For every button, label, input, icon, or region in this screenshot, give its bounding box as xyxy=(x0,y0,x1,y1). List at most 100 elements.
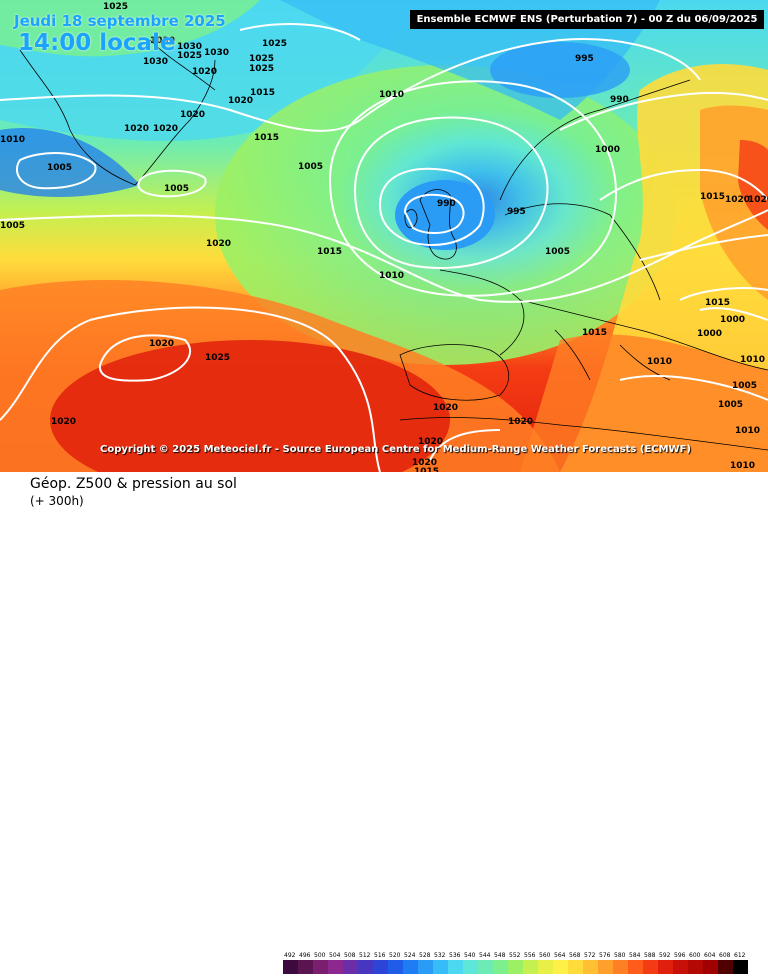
coastlines xyxy=(19,39,768,451)
legend-swatch xyxy=(703,960,718,974)
legend-tick-label: 508 xyxy=(344,952,356,959)
z500-azores-high xyxy=(50,340,450,472)
legend-swatch xyxy=(733,960,748,974)
legend-swatch xyxy=(628,960,643,974)
legend-tick-label: 584 xyxy=(629,952,641,959)
forecast-date: Jeudi 18 septembre 2025 xyxy=(14,12,226,30)
isobar-label: 1020 xyxy=(153,124,178,134)
legend-swatch xyxy=(448,960,463,974)
isobar-label: 1025 xyxy=(177,51,202,61)
isobar-label: 1020 xyxy=(418,437,443,447)
legend-swatch xyxy=(598,960,613,974)
legend-tick-label: 560 xyxy=(539,952,551,959)
forecast-time: 14:00 locale xyxy=(18,30,176,56)
legend-tick-label: 600 xyxy=(689,952,701,959)
isobar-label: 1025 xyxy=(249,64,274,74)
isobar-label: 1005 xyxy=(47,163,72,173)
isobars xyxy=(0,23,768,472)
isobar-label: 990 xyxy=(437,199,456,209)
legend-swatch xyxy=(688,960,703,974)
isobar-label: 1005 xyxy=(732,381,757,391)
map-canvas: 1025 1030 1030 1030 1030 1025 1020 1025 … xyxy=(0,0,768,472)
isobar-labels: 1025 1030 1030 1030 1030 1025 1020 1025 … xyxy=(0,2,768,472)
isobar-label: 1010 xyxy=(379,90,404,100)
isobar-label: 1020 xyxy=(180,110,205,120)
legend-tick-label: 528 xyxy=(419,952,431,959)
legend-swatch xyxy=(283,960,298,974)
isobar-label: 1015 xyxy=(254,133,279,143)
z500-low-core xyxy=(395,180,495,250)
legend-swatch xyxy=(478,960,493,974)
legend-tick-label: 548 xyxy=(494,952,506,959)
legend-swatch xyxy=(313,960,328,974)
legend-tick-label: 608 xyxy=(719,952,731,959)
z500-norway-low xyxy=(490,42,630,98)
isobar-label: 1020 xyxy=(124,124,149,134)
isobar-label: 995 xyxy=(507,207,526,217)
isobar-label: 1015 xyxy=(705,298,730,308)
legend-swatch xyxy=(433,960,448,974)
legend-swatch xyxy=(493,960,508,974)
isobar-label: 1010 xyxy=(730,461,755,471)
isobar-label: 1010 xyxy=(379,271,404,281)
isobar-label: 1015 xyxy=(582,328,607,338)
legend-tick-label: 576 xyxy=(599,952,611,959)
legend-tick-label: 524 xyxy=(404,952,416,959)
isobar-label: 1025 xyxy=(262,39,287,49)
isobar-label: 1010 xyxy=(647,357,672,367)
isobar-label: 1005 xyxy=(298,162,323,172)
legend-swatch xyxy=(463,960,478,974)
z500-trough-west xyxy=(0,128,140,197)
legend-swatch xyxy=(583,960,598,974)
isobar-label: 1010 xyxy=(0,135,25,145)
isobar-label: 1020 xyxy=(51,417,76,427)
legend-tick-label: 572 xyxy=(584,952,596,959)
legend-swatch xyxy=(328,960,343,974)
isobar-label: 1015 xyxy=(317,247,342,257)
isobar-label: 1020 xyxy=(206,239,231,249)
legend-tick-label: 592 xyxy=(659,952,671,959)
z500-med-warm xyxy=(520,334,768,472)
footer-bar: Géop. Z500 & pression au sol (+ 300h) 49… xyxy=(0,472,768,974)
legend-swatch xyxy=(298,960,313,974)
legend-swatch xyxy=(643,960,658,974)
isobar-label: 1030 xyxy=(150,36,175,46)
color-scale-legend: 492 496 500 504 508 512 516 520 524 528 532 536 540 5… xyxy=(283,952,748,974)
isobar-label: 1015 xyxy=(414,467,439,472)
legend-tick-label: 552 xyxy=(509,952,521,959)
isobar-label: 1020 xyxy=(412,458,437,468)
legend-swatch xyxy=(403,960,418,974)
isobar-label: 990 xyxy=(610,95,629,105)
legend-tick-label: 520 xyxy=(389,952,401,959)
chart-title: Géop. Z500 & pression au sol xyxy=(30,476,237,492)
legend-tick-label: 496 xyxy=(299,952,311,959)
isobar-label: 1025 xyxy=(249,54,274,64)
legend-tick-label: 512 xyxy=(359,952,371,959)
legend-tick-label: 516 xyxy=(374,952,386,959)
isobar-label: 1020 xyxy=(748,195,768,205)
isobar-label: 1020 xyxy=(433,403,458,413)
legend-tick-label: 532 xyxy=(434,952,446,959)
legend-tick-label: 504 xyxy=(329,952,341,959)
legend-tick-label: 564 xyxy=(554,952,566,959)
legend-swatch xyxy=(538,960,553,974)
legend-swatch xyxy=(418,960,433,974)
isobar-label: 1000 xyxy=(595,145,620,155)
model-run-info: Ensemble ECMWF ENS (Perturbation 7) - 00… xyxy=(410,10,764,29)
isobar-label: 1005 xyxy=(545,247,570,257)
legend-tick-label: 596 xyxy=(674,952,686,959)
isobar-label: 1000 xyxy=(720,315,745,325)
legend-swatch xyxy=(553,960,568,974)
isobar-label: 1020 xyxy=(508,417,533,427)
isobar-label: 1020 xyxy=(149,339,174,349)
legend-swatch xyxy=(613,960,628,974)
isobar-label: 1005 xyxy=(718,400,743,410)
isobar-label: 1020 xyxy=(228,96,253,106)
legend-swatch xyxy=(388,960,403,974)
legend-swatch xyxy=(718,960,733,974)
isobar-label: 1015 xyxy=(700,192,725,202)
legend-tick-label: 540 xyxy=(464,952,476,959)
legend-tick-label: 580 xyxy=(614,952,626,959)
legend-swatch xyxy=(658,960,673,974)
forecast-map: 1025 1030 1030 1030 1030 1025 1020 1025 … xyxy=(0,0,768,472)
